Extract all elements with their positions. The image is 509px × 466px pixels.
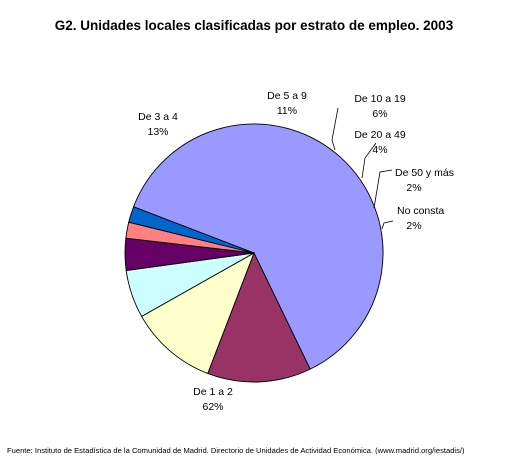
pie-slice-2 bbox=[207, 251, 311, 383]
slice-category-label: De 50 y más bbox=[395, 167, 454, 179]
slice-percent-label: 62% bbox=[202, 401, 223, 413]
leader-line bbox=[331, 107, 339, 151]
slice-category-label: De 20 a 49 bbox=[354, 129, 406, 141]
slice-category-label: No consta bbox=[397, 205, 444, 217]
slice-percent-label: 2% bbox=[406, 220, 421, 232]
slice-percent-label: 13% bbox=[147, 126, 168, 138]
slice-category-label: De 10 a 19 bbox=[354, 93, 406, 105]
source-note: Fuente: Instituto de Estadística de la C… bbox=[7, 446, 465, 455]
slice-percent-label: 6% bbox=[372, 108, 387, 120]
slice-category-label: De 5 a 9 bbox=[267, 90, 307, 102]
pie-slice-3 bbox=[140, 251, 255, 375]
leader-line bbox=[381, 220, 394, 230]
pie-slice-7 bbox=[128, 206, 255, 254]
pie-slice-1 bbox=[132, 123, 384, 370]
pie-slices bbox=[124, 123, 384, 383]
chart-title: G2. Unidades locales clasificadas por es… bbox=[55, 18, 454, 33]
label-leader-lines bbox=[331, 107, 394, 230]
slice-percent-label: 2% bbox=[406, 182, 421, 194]
leader-line bbox=[373, 169, 393, 209]
leader-line bbox=[361, 142, 377, 179]
slice-percent-label: 11% bbox=[277, 105, 297, 117]
slice-category-label: De 3 a 4 bbox=[138, 111, 178, 123]
slice-category-label: De 1 a 2 bbox=[193, 386, 233, 398]
slice-labels: De 1 a 2 62% De 3 a 4 13% De 5 a 9 11% De 10 a… bbox=[138, 90, 454, 413]
slice-percent-label: 4% bbox=[372, 144, 387, 156]
